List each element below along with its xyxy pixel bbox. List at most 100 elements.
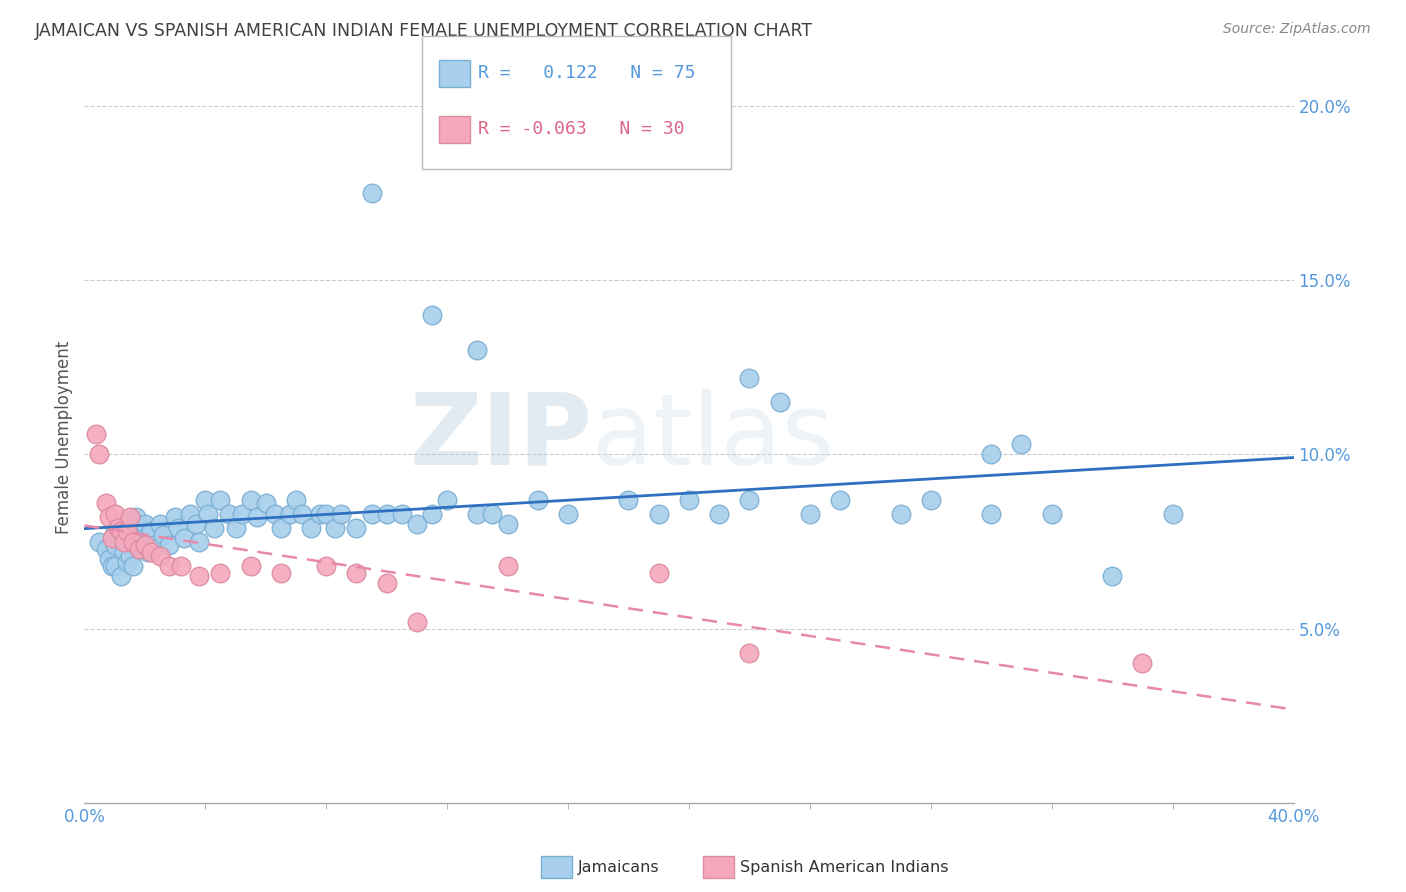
- Point: [315, 507, 337, 521]
- Point: [239, 558, 262, 573]
- Point: [346, 566, 368, 580]
- Y-axis label: Female Unemployment: Female Unemployment: [55, 341, 73, 533]
- Point: [406, 615, 429, 629]
- Point: [270, 566, 292, 580]
- Point: [173, 531, 195, 545]
- Point: [118, 534, 141, 549]
- Point: [254, 496, 277, 510]
- Point: [170, 558, 193, 573]
- Point: [107, 521, 129, 535]
- Point: [467, 507, 489, 521]
- Point: [112, 545, 135, 559]
- Point: [165, 510, 187, 524]
- Point: [104, 507, 127, 521]
- Point: [436, 492, 458, 507]
- Point: [231, 507, 253, 521]
- Point: [179, 507, 201, 521]
- Point: [496, 558, 519, 573]
- Point: [134, 538, 156, 552]
- Point: [496, 517, 519, 532]
- Point: [128, 521, 150, 535]
- Text: Jamaicans: Jamaicans: [578, 860, 659, 874]
- Point: [115, 524, 138, 538]
- Point: [149, 517, 172, 532]
- Point: [239, 492, 262, 507]
- Point: [104, 538, 127, 552]
- Point: [291, 507, 314, 521]
- Point: [218, 507, 240, 521]
- Point: [299, 521, 322, 535]
- Point: [467, 343, 489, 357]
- Point: [100, 558, 122, 573]
- Point: [188, 569, 211, 583]
- Text: Source: ZipAtlas.com: Source: ZipAtlas.com: [1223, 22, 1371, 37]
- Text: JAMAICAN VS SPANISH AMERICAN INDIAN FEMALE UNEMPLOYMENT CORRELATION CHART: JAMAICAN VS SPANISH AMERICAN INDIAN FEMA…: [35, 22, 813, 40]
- Point: [134, 517, 156, 532]
- Point: [617, 492, 640, 507]
- Point: [115, 556, 138, 570]
- Point: [131, 541, 153, 556]
- Text: ZIP: ZIP: [409, 389, 592, 485]
- Point: [97, 552, 120, 566]
- Text: R = -0.063   N = 30: R = -0.063 N = 30: [478, 120, 685, 138]
- Point: [738, 371, 761, 385]
- Point: [323, 521, 346, 535]
- Point: [142, 538, 165, 552]
- Point: [157, 558, 180, 573]
- Point: [194, 492, 217, 507]
- Point: [309, 507, 332, 521]
- Point: [346, 521, 368, 535]
- Point: [1161, 507, 1184, 521]
- Text: Spanish American Indians: Spanish American Indians: [740, 860, 948, 874]
- Point: [104, 558, 127, 573]
- Point: [139, 524, 162, 538]
- Point: [980, 507, 1002, 521]
- Point: [481, 507, 503, 521]
- Point: [406, 517, 429, 532]
- Point: [315, 558, 337, 573]
- Point: [1011, 437, 1033, 451]
- Point: [527, 492, 550, 507]
- Point: [186, 517, 208, 532]
- Point: [167, 521, 190, 535]
- Point: [149, 549, 172, 563]
- Point: [97, 510, 120, 524]
- Point: [110, 569, 132, 583]
- Point: [94, 541, 117, 556]
- Point: [738, 492, 761, 507]
- Point: [678, 492, 700, 507]
- Point: [375, 507, 398, 521]
- Point: [139, 545, 162, 559]
- Point: [1101, 569, 1123, 583]
- Point: [89, 534, 111, 549]
- Point: [100, 531, 122, 545]
- Point: [225, 521, 247, 535]
- Point: [648, 566, 671, 580]
- Point: [118, 549, 141, 563]
- Point: [86, 426, 108, 441]
- Point: [391, 507, 413, 521]
- Point: [121, 534, 143, 549]
- Point: [157, 538, 180, 552]
- Point: [263, 507, 285, 521]
- Point: [270, 521, 292, 535]
- Point: [202, 521, 225, 535]
- Point: [709, 507, 731, 521]
- Point: [285, 492, 308, 507]
- Text: R =   0.122   N = 75: R = 0.122 N = 75: [478, 64, 696, 82]
- Point: [118, 510, 141, 524]
- Point: [209, 492, 232, 507]
- Point: [557, 507, 579, 521]
- Point: [128, 541, 150, 556]
- Text: atlas: atlas: [592, 389, 834, 485]
- Point: [890, 507, 912, 521]
- Point: [420, 507, 443, 521]
- Point: [246, 510, 269, 524]
- Point: [152, 527, 174, 541]
- Point: [830, 492, 852, 507]
- Point: [360, 507, 382, 521]
- Point: [799, 507, 821, 521]
- Point: [197, 507, 219, 521]
- Point: [112, 534, 135, 549]
- Point: [125, 510, 148, 524]
